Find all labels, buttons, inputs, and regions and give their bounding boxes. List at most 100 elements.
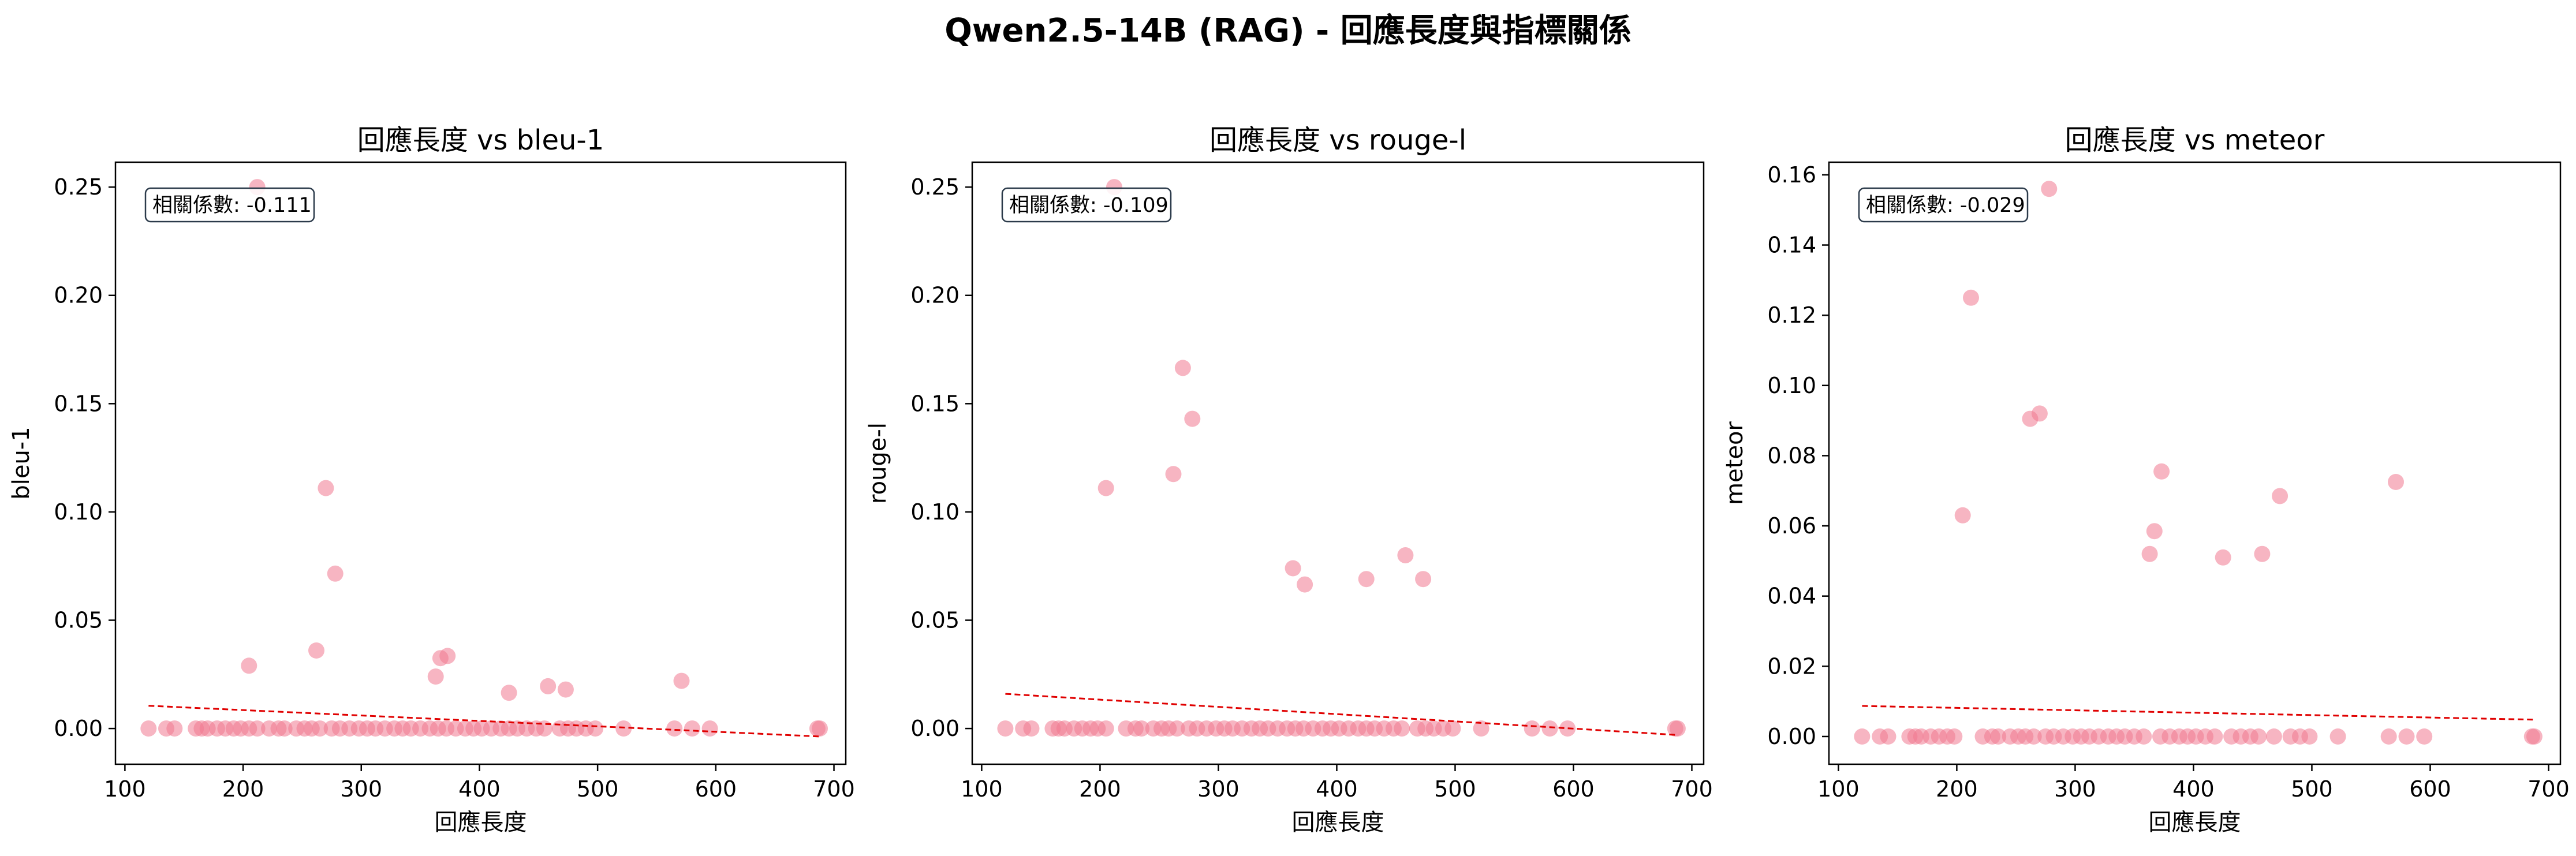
scatter-point — [1285, 560, 1301, 577]
y-tick-label: 0.04 — [1767, 584, 1816, 609]
scatter-points — [997, 179, 1686, 737]
scatter-point — [1165, 466, 1182, 483]
x-tick-label: 700 — [1671, 776, 1713, 802]
scatter-point — [2416, 728, 2433, 745]
y-axis-label: meteor — [1722, 421, 1748, 505]
x-tick-label: 400 — [458, 776, 501, 802]
scatter-point — [1358, 571, 1375, 588]
scatter-point — [1174, 360, 1191, 376]
scatter-point — [1524, 720, 1540, 737]
scatter-point — [684, 720, 700, 737]
x-axis-label: 回應長度 — [2149, 809, 2241, 836]
scatter-point — [2388, 474, 2404, 490]
trend-line — [148, 705, 820, 738]
scatter-point — [1946, 728, 1963, 745]
correlation-box — [1001, 187, 1172, 223]
y-tick-label: 0.06 — [1767, 513, 1816, 539]
y-tick-label: 0.05 — [54, 608, 103, 633]
y-tick-label: 0.12 — [1767, 302, 1816, 328]
x-tick-label: 500 — [1434, 776, 1476, 802]
y-tick-label: 0.10 — [910, 499, 960, 525]
scatter-point — [249, 720, 266, 737]
scatter-point — [2207, 728, 2223, 745]
scatter-point — [2041, 181, 2058, 197]
scatter-point — [1184, 410, 1201, 427]
y-tick-label: 0.02 — [1767, 653, 1816, 679]
scatter-point — [2301, 728, 2318, 745]
scatter-points — [140, 179, 828, 737]
scatter-point — [2526, 728, 2543, 745]
x-tick-label: 200 — [222, 776, 264, 802]
scatter-point — [557, 681, 574, 698]
scatter-points — [1854, 181, 2543, 745]
y-tick-label: 0.16 — [1767, 162, 1816, 188]
scatter-point — [587, 720, 604, 737]
scatter-point — [540, 678, 557, 694]
x-tick-label: 300 — [1197, 776, 1240, 802]
scatter-point — [1397, 547, 1414, 563]
scatter-point — [318, 480, 334, 496]
x-tick-label: 300 — [2054, 776, 2096, 802]
x-tick-label: 100 — [1817, 776, 1860, 802]
scatter-point — [997, 720, 1014, 737]
x-tick-label: 200 — [1936, 776, 1978, 802]
scatter-point — [2031, 405, 2048, 422]
subplot-title: 回應長度 vs meteor — [2065, 124, 2325, 156]
x-tick-label: 100 — [104, 776, 146, 802]
scatter-point — [2025, 728, 2042, 745]
y-tick-label: 0.25 — [54, 174, 103, 200]
scatter-point — [673, 672, 690, 689]
scatter-point — [2380, 728, 2397, 745]
scatter-point — [1415, 571, 1432, 588]
correlation-label: 相關係數: -0.111 — [152, 194, 312, 217]
scatter-point — [1097, 480, 1114, 496]
scatter-point — [1394, 720, 1410, 737]
plot-frame — [114, 161, 847, 765]
scatter-point — [1473, 720, 1489, 737]
y-axis-label: rouge-l — [865, 423, 891, 504]
subplot-2: 回應長度 vs rouge-l 100 200 300 400 500 600 700 0.00… — [865, 124, 1713, 836]
scatter-point — [2254, 545, 2271, 562]
x-axis-label: 回應長度 — [1292, 809, 1384, 836]
scatter-point — [1559, 720, 1576, 737]
scatter-point — [1954, 507, 1971, 524]
scatter-point — [1880, 728, 1896, 745]
x-tick-label: 100 — [961, 776, 1003, 802]
scatter-point — [2272, 488, 2288, 504]
scatter-point — [427, 668, 444, 685]
x-tick-label: 400 — [2172, 776, 2215, 802]
correlation-label: 相關係數: -0.109 — [1009, 194, 1168, 217]
scatter-point — [1963, 289, 1979, 306]
scatter-point — [308, 642, 324, 659]
x-tick-label: 300 — [340, 776, 382, 802]
scatter-point — [2215, 549, 2231, 566]
y-tick-label: 0.08 — [1767, 443, 1816, 468]
x-tick-label: 400 — [1316, 776, 1358, 802]
scatter-point — [1168, 720, 1185, 737]
correlation-label: 相關係數: -0.029 — [1866, 194, 2025, 217]
x-tick-label: 600 — [2409, 776, 2451, 802]
correlation-box — [1858, 187, 2029, 223]
x-tick-label: 500 — [2291, 776, 2333, 802]
y-tick-label: 0.14 — [1767, 233, 1816, 258]
scatter-point — [2398, 728, 2415, 745]
subplot-title: 回應長度 vs bleu-1 — [357, 124, 604, 156]
x-tick-label: 700 — [2528, 776, 2570, 802]
scatter-point — [1444, 720, 1461, 737]
scatter-point — [666, 720, 683, 737]
y-tick-label: 0.10 — [1767, 373, 1816, 398]
scatter-point — [1990, 728, 2007, 745]
scatter-point — [1541, 720, 1558, 737]
y-tick-label: 0.00 — [1767, 724, 1816, 749]
scatter-point — [1854, 728, 1871, 745]
y-tick-label: 0.15 — [54, 391, 103, 416]
trend-line — [1005, 693, 1678, 736]
scatter-point — [501, 685, 517, 701]
scatter-point — [439, 648, 456, 664]
y-tick-label: 0.20 — [910, 283, 960, 308]
scatter-point — [1297, 576, 1313, 593]
scatter-point — [615, 720, 632, 737]
y-tick-label: 0.00 — [910, 716, 960, 741]
x-axis-label: 回應長度 — [435, 809, 527, 836]
scatter-point — [2265, 728, 2282, 745]
